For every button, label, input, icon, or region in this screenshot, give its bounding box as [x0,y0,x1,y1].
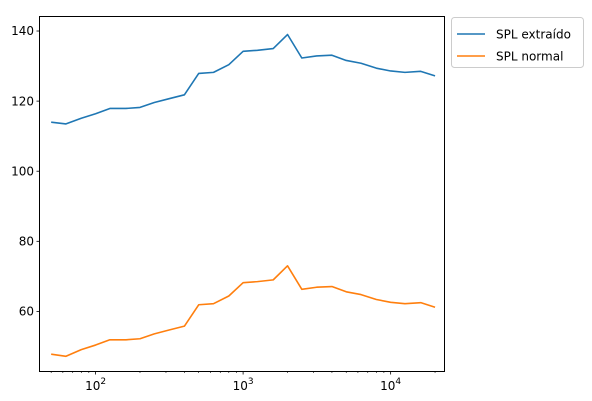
legend-box [451,17,584,68]
y-tick-label: 140 [11,24,34,38]
x-tick-label: 102 [85,377,106,393]
x-tick-label: 104 [380,377,401,393]
y-tick-label: 60 [19,305,34,319]
series-layer [51,33,436,358]
y-axis: 60 80 100 120 140 [11,24,40,319]
y-tick-label: 100 [11,164,34,178]
legend: SPL extraído SPL normal [451,17,584,68]
y-tick-label: 120 [11,94,34,108]
legend-label-2: SPL normal [496,50,563,64]
x-axis: 102 103 104 [50,371,436,393]
series-line-1 [51,33,436,125]
y-tick-label: 80 [19,235,34,249]
legend-label-1: SPL extraído [496,28,571,42]
x-tick-label: 103 [233,377,254,393]
series-line-2 [51,265,436,358]
plot-frame [39,16,445,372]
